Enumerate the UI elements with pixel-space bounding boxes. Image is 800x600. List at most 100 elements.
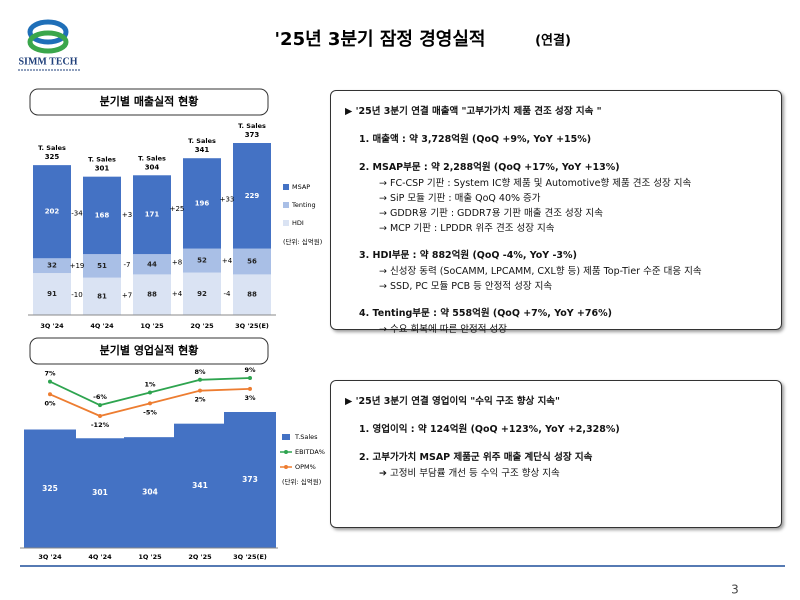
line-point bbox=[198, 377, 202, 382]
bar-label: 373 bbox=[242, 475, 258, 484]
change-label: +8 bbox=[172, 258, 182, 266]
panel-detail: → 수요 회복에 따른 안정적 성장 bbox=[379, 324, 507, 335]
section-label: 분기별 매출실적 현황 bbox=[100, 94, 199, 108]
segment-label: 56 bbox=[247, 258, 257, 266]
point-label: 9% bbox=[244, 366, 256, 374]
x-tick-label: 4Q '24 bbox=[90, 322, 114, 330]
page-number: 3 bbox=[731, 583, 739, 597]
line-point bbox=[98, 403, 102, 408]
spacer bbox=[341, 293, 771, 305]
bar-segment bbox=[133, 254, 171, 275]
x-tick-label: 3Q '24 bbox=[40, 322, 64, 330]
bar-segment bbox=[83, 277, 121, 315]
bar-segment bbox=[133, 274, 171, 315]
panel-detail: ➔ 고정비 부담률 개선 등 수익 구조 향상 지속 bbox=[379, 468, 560, 479]
logo: SIMM TECH bbox=[18, 19, 80, 71]
unit-label: (단위: 십억원) bbox=[282, 477, 321, 486]
panel-detail: → SiP 모듈 기판 : 매출 QoQ 40% 증가 bbox=[379, 193, 541, 204]
segment-label: 51 bbox=[97, 262, 107, 270]
line-point bbox=[98, 414, 102, 418]
bar-label: 341 bbox=[192, 481, 208, 490]
panel-item: 2. MSAP부문 : 약 2,288억원 (QoQ +17%, YoY +13… bbox=[359, 162, 620, 173]
x-tick-label: 3Q '25(E) bbox=[235, 322, 269, 330]
segment-label: 171 bbox=[145, 211, 160, 219]
bar-label: 301 bbox=[92, 488, 108, 497]
legend-swatch bbox=[284, 465, 288, 469]
legend-swatch bbox=[284, 450, 288, 454]
line-point bbox=[48, 392, 52, 397]
segment-label: 229 bbox=[245, 192, 260, 200]
total-caption: T. Sales bbox=[138, 154, 166, 162]
legend-label: Tenting bbox=[291, 201, 316, 209]
panel-item: 2. 고부가가치 MSAP 제품군 위주 매출 계단식 성장 지속 bbox=[359, 452, 593, 463]
line-point bbox=[248, 386, 252, 391]
point-label: -5% bbox=[143, 408, 157, 416]
bar-label: 304 bbox=[142, 488, 158, 497]
bar-segment bbox=[33, 165, 71, 259]
summary-panel: '25년 3분기 연결 영업이익 "수익 구조 향상 지속" 1. 영업이익 : … bbox=[330, 380, 782, 528]
bar-segment bbox=[233, 274, 271, 315]
bar-segment bbox=[233, 143, 271, 249]
bar-segment bbox=[33, 258, 71, 274]
legend-label: T.Sales bbox=[294, 433, 318, 441]
logo-ring bbox=[27, 19, 69, 45]
segment-label: 88 bbox=[147, 291, 157, 299]
legend-swatch bbox=[283, 202, 289, 208]
panel-heading: '25년 3분기 연결 매출액 "고부가가치 제품 견조 성장 지속 " bbox=[345, 103, 771, 117]
spacer bbox=[341, 235, 771, 247]
total-label: 341 bbox=[195, 146, 210, 154]
segment-label: 88 bbox=[247, 291, 257, 299]
panel-heading: '25년 3분기 연결 영업이익 "수익 구조 향상 지속" bbox=[345, 393, 771, 407]
bar-label: 325 bbox=[42, 484, 58, 493]
segment-label: 52 bbox=[197, 257, 207, 265]
panel-item: 3. HDI부문 : 약 882억원 (QoQ -4%, YoY -3%) bbox=[359, 250, 577, 261]
bar bbox=[224, 412, 276, 548]
panel-detail: → MCP 기판 : LPDDR 위주 견조 성장 지속 bbox=[379, 223, 555, 234]
segment-label: 32 bbox=[47, 262, 57, 270]
panel-detail: → SSD, PC 모듈 PCB 등 안정적 성장 지속 bbox=[379, 281, 553, 292]
x-tick-label: 3Q '25(E) bbox=[233, 553, 267, 561]
change-label: +25 bbox=[170, 205, 185, 213]
panel-item: 1. 영업이익 : 약 124억원 (QoQ +123%, YoY +2,328… bbox=[359, 424, 620, 435]
legend-swatch bbox=[283, 184, 289, 190]
x-tick-label: 3Q '24 bbox=[38, 553, 62, 561]
unit-label: (단위: 십억원) bbox=[283, 237, 322, 246]
segment-label: 168 bbox=[95, 211, 110, 219]
bar bbox=[74, 438, 126, 548]
bar bbox=[174, 423, 226, 548]
x-tick-label: 2Q '25 bbox=[188, 553, 212, 561]
point-label: 7% bbox=[44, 370, 56, 378]
summary-panel: '25년 3분기 연결 매출액 "고부가가치 제품 견조 성장 지속 " 1. 매… bbox=[330, 90, 782, 335]
legend-label: MSAP bbox=[292, 183, 310, 191]
change-label: -34 bbox=[71, 210, 83, 218]
x-tick-label: 1Q '25 bbox=[138, 553, 162, 561]
panel-detail: → FC-CSP 기판 : System IC향 제품 및 Automotive… bbox=[379, 178, 692, 189]
bar bbox=[24, 429, 76, 548]
legend-label: HDI bbox=[292, 219, 304, 227]
change-label: -4 bbox=[224, 290, 232, 298]
line-point bbox=[248, 376, 252, 380]
x-tick-label: 4Q '24 bbox=[88, 553, 112, 561]
legend-label: OPM% bbox=[295, 463, 316, 471]
title-suffix: (연결) bbox=[535, 33, 571, 49]
segment-label: 44 bbox=[147, 260, 157, 268]
change-label: +19 bbox=[70, 262, 85, 270]
spacer bbox=[341, 437, 771, 449]
panel-detail: → 신성장 동력 (SoCAMM, LPCAMM, CXL향 등) 제품 Top… bbox=[379, 266, 702, 277]
x-tick-label: 2Q '25 bbox=[190, 322, 214, 330]
panel-detail: → GDDR용 기판 : GDDR7용 기판 매출 견조 성장 지속 bbox=[379, 208, 603, 219]
segment-label: 81 bbox=[97, 292, 107, 300]
change-label: +3 bbox=[122, 211, 132, 219]
bar-segment bbox=[83, 176, 121, 255]
section-box bbox=[29, 337, 269, 365]
x-tick-label: 1Q '25 bbox=[140, 322, 164, 330]
total-label: 301 bbox=[95, 165, 110, 173]
bar-segment bbox=[183, 158, 221, 249]
segment-label: 196 bbox=[195, 199, 210, 207]
bar-segment bbox=[33, 273, 71, 315]
legend-swatch bbox=[282, 434, 290, 440]
segment-label: 202 bbox=[45, 208, 60, 216]
section-box bbox=[29, 88, 269, 116]
